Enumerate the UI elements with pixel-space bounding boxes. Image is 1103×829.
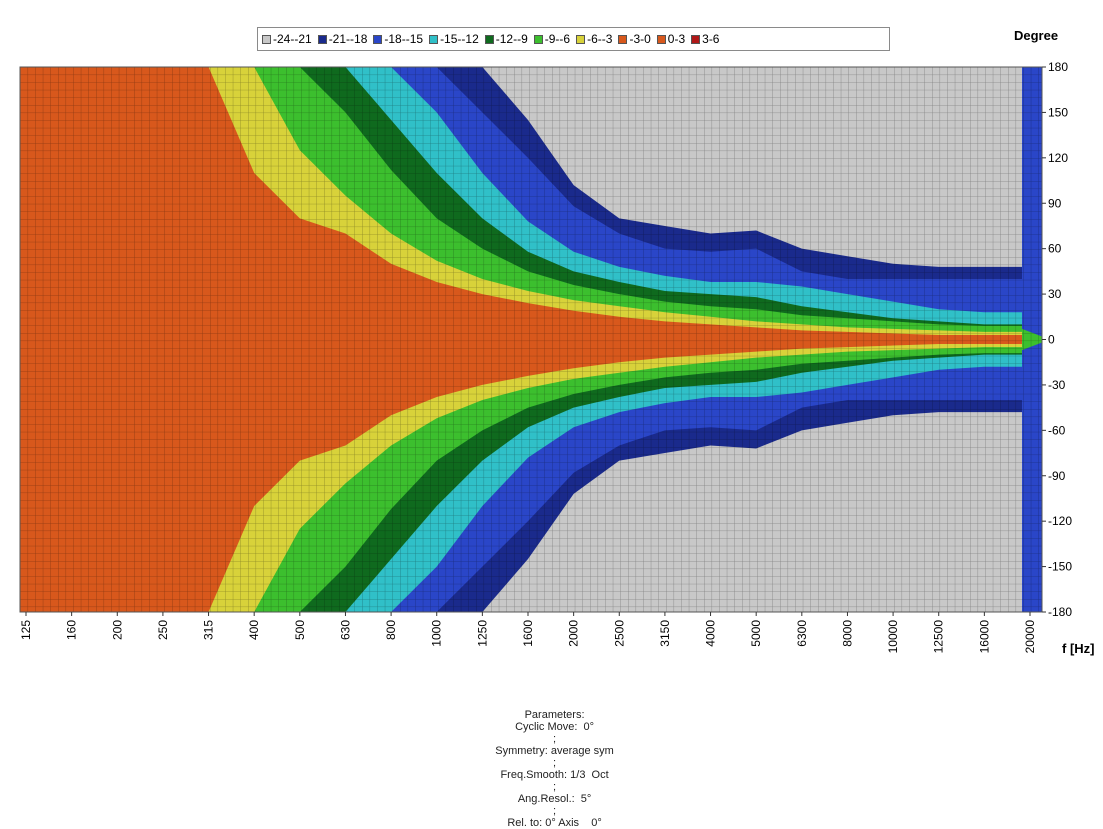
- param-sep: ;: [553, 805, 557, 817]
- x-tick-label: 1250: [475, 620, 489, 647]
- y-tick-label: -30: [1048, 378, 1066, 392]
- y-tick-label: 30: [1048, 287, 1062, 301]
- grid-overlay: [20, 67, 1042, 612]
- legend-swatch: [262, 34, 271, 44]
- y-tick-label: -180: [1048, 605, 1072, 619]
- legend-label: -6--3: [587, 32, 613, 46]
- y-tick-label: 0: [1048, 333, 1055, 347]
- legend-label: -12--9: [495, 32, 528, 46]
- y-tick-label: 180: [1048, 60, 1068, 74]
- y-tick-label: 60: [1048, 242, 1062, 256]
- param-angres: Ang.Resol.: 5°: [517, 793, 592, 805]
- legend-item: 3-6: [691, 32, 719, 46]
- x-tick-label: 2000: [567, 620, 581, 647]
- legend-label: 0-3: [667, 32, 686, 46]
- x-tick-label: 200: [110, 620, 124, 640]
- legend-label: -15--12: [440, 32, 479, 46]
- x-tick-label: 8000: [840, 620, 854, 647]
- legend-item: -9--6: [533, 32, 571, 46]
- param-smooth: Freq.Smooth: 1/3 Oct: [500, 769, 609, 781]
- x-tick-label: 125: [19, 620, 33, 640]
- y-axis: 180 150 120 90 60 30 0 -30 -60 -90 -120 -150 -180: [1042, 60, 1072, 619]
- legend-label: -21--18: [328, 32, 368, 46]
- legend-item: -18--15: [373, 32, 423, 46]
- legend-swatch: [533, 34, 543, 44]
- y-tick-label: 120: [1048, 151, 1068, 165]
- legend-item: -24--21: [262, 32, 312, 46]
- x-tick-label: 250: [156, 620, 170, 640]
- y-tick-label: -150: [1048, 560, 1072, 574]
- params-prefix: Parameters:: [524, 709, 585, 721]
- x-tick-label: 10000: [886, 620, 900, 654]
- legend-swatch: [576, 34, 586, 44]
- param-symmetry: Symmetry: average sym: [495, 745, 614, 757]
- legend-swatch: [317, 34, 327, 44]
- legend-label: -24--21: [273, 32, 312, 46]
- x-tick-label: 2500: [612, 620, 626, 647]
- legend-label: 3-6: [702, 32, 720, 46]
- legend-swatch: [691, 34, 701, 44]
- y-tick-label: -90: [1048, 469, 1066, 483]
- y-tick-label: 150: [1048, 105, 1068, 119]
- x-tick-label: 20000: [1023, 620, 1037, 654]
- x-tick-label: 16000: [977, 620, 991, 654]
- x-tick-label: 12500: [932, 620, 946, 654]
- legend-swatch: [656, 34, 666, 44]
- x-tick-label: 4000: [704, 620, 718, 647]
- x-tick-label: 1000: [430, 620, 444, 647]
- legend-swatch: [373, 34, 383, 44]
- x-tick-label: 315: [202, 620, 216, 640]
- legend-item: -12--9: [484, 32, 528, 46]
- param-cyclic: Cyclic Move: 0°: [515, 721, 595, 733]
- x-axis-title: f [Hz]: [1062, 641, 1095, 656]
- legend-item: -3-0: [618, 32, 651, 46]
- x-tick-label: 160: [65, 620, 79, 640]
- legend: -24--21 -21--18 -18--15 -15--12 -12--9 -9--6 -…: [257, 27, 890, 51]
- param-sep: ;: [553, 733, 557, 745]
- legend-swatch: [429, 34, 439, 44]
- legend-item: -21--18: [317, 32, 368, 46]
- x-axis: 125 160 200 250 315 400 500 630 800 1000 1250 1600 2…: [19, 612, 1037, 653]
- x-tick-label: 1600: [521, 620, 535, 647]
- x-tick-label: 400: [247, 620, 261, 640]
- x-tick-label: 800: [384, 620, 398, 640]
- x-tick-label: 500: [293, 620, 307, 640]
- legend-item: -15--12: [429, 32, 479, 46]
- x-tick-label: 630: [338, 620, 352, 640]
- legend-label: -18--15: [384, 32, 424, 46]
- y-tick-label: -120: [1048, 514, 1072, 528]
- legend-item: 0-3: [656, 32, 686, 46]
- y-axis-title: Degree: [1014, 28, 1059, 43]
- x-tick-label: 6300: [795, 620, 809, 647]
- x-tick-label: 5000: [749, 620, 763, 647]
- y-tick-label: -60: [1048, 423, 1066, 437]
- parameters-bar: Parameters: Cyclic Move: 0° ; Symmetry: …: [0, 697, 1103, 829]
- x-tick-label: 3150: [658, 620, 672, 647]
- y-tick-label: 90: [1048, 196, 1062, 210]
- polar-map-chart: 180 150 120 90 60 30 0 -30 -60 -90 -120 -150 -180 12…: [19, 60, 1072, 653]
- param-sep: ;: [553, 757, 557, 769]
- param-rel: Rel. to: 0° Axis 0°: [507, 817, 602, 829]
- legend-item: -6--3: [576, 32, 612, 46]
- legend-label: -3-0: [629, 32, 651, 46]
- legend-swatch: [484, 34, 494, 44]
- legend-label: -9--6: [544, 32, 571, 46]
- legend-swatch: [618, 34, 628, 44]
- param-sep: ;: [553, 781, 557, 793]
